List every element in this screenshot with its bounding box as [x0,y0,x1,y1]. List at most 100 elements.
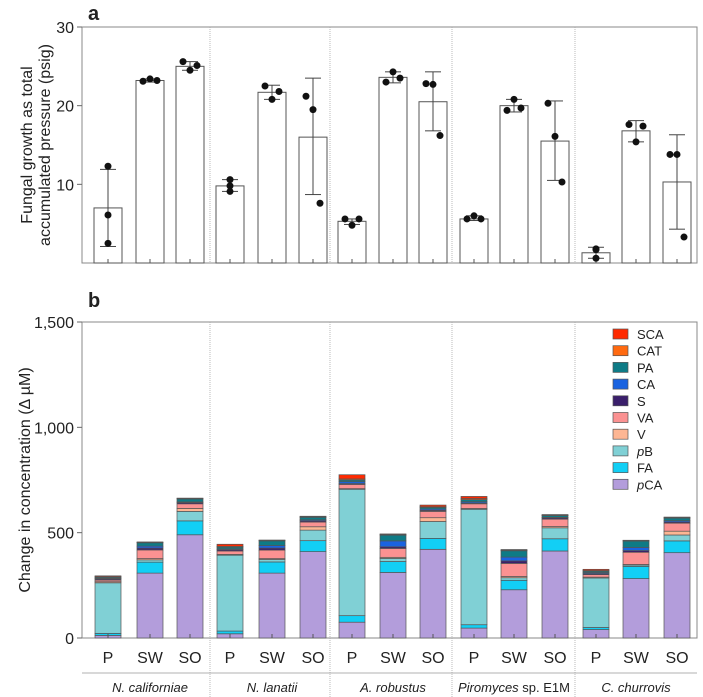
legend-label-S: S [637,394,646,409]
stacked-segment-SCA [541,514,569,516]
stacked-segment-PA [136,542,164,547]
stacked-segment-S [500,560,528,564]
stacked-segment-CA [379,540,407,548]
stacked-segment-PA [176,498,204,503]
data-point [470,212,478,220]
stacked-segment-pB [419,521,447,539]
legend-label-text: S [637,394,646,409]
data-point [153,76,161,84]
legend-swatch-PA [612,362,629,373]
legend-label-text: CA [637,377,655,392]
data-point [436,132,444,140]
data-point [104,211,112,219]
stacked-segment-PA [663,517,691,522]
data-point [355,215,363,223]
stacked-segment-VA [216,550,244,555]
group-label: C. churrovis [601,680,671,695]
y-tick-label: 0 [65,631,74,648]
legend-label-text: CA [644,477,662,492]
stacked-segment-pCA [663,552,691,639]
stacked-segment-PA [379,534,407,542]
data-point [429,80,437,88]
legend-swatch-S [612,395,629,407]
stacked-segment-VA [460,503,488,509]
stacked-segment-V [176,508,204,512]
group-label-italic: C. churrovis [601,680,671,695]
stacked-segment-VA [176,503,204,509]
data-point [477,215,485,223]
legend-label-SCA: SCA [637,327,664,342]
stacked-segment-pCA [500,589,528,639]
legend-label-text: B [644,444,653,459]
stacked-segment-FA [338,615,366,623]
stacked-segment-SCA [338,474,366,480]
data-point [592,254,600,262]
data-point [510,95,518,103]
group-label: Piromyces sp. E1M [458,680,570,695]
x-tick-label: P [591,650,602,667]
data-point [680,233,688,241]
stacked-segment-pB [258,559,286,563]
y-axis-label-a: Fungal growth as totalaccumulated pressu… [19,44,54,246]
stacked-segment-pB [663,534,691,542]
legend-label-text: V [637,427,646,442]
stacked-segment-pCA [419,548,447,639]
stacked-segment-VA [419,511,447,519]
stacked-segment-pB [379,558,407,562]
stacked-segment-FA [299,540,327,552]
data-point [551,132,559,140]
data-point [592,246,600,254]
stacked-segment-SCA [419,504,447,508]
y-tick-label: 30 [56,20,74,37]
data-point [341,215,349,223]
data-point [146,75,154,83]
legend-swatch-pB [612,445,629,457]
data-point [422,80,430,88]
stacked-segment-SCA [500,549,528,551]
stacked-segment-FA [663,540,691,554]
legend-label-V: V [637,427,646,442]
legend-label-VA: VA [637,411,654,426]
group-label: N. lanatii [247,680,299,695]
data-point [268,95,276,103]
x-tick-label: SW [501,650,528,667]
panel-label-a: a [88,3,100,25]
stacked-segment-PA [258,540,286,546]
legend-swatch-SCA [612,328,629,340]
group-label-italic: N. lanatii [247,680,299,695]
data-point [348,221,356,229]
legend-swatch-CA [612,378,629,390]
stacked-segment-FA [500,579,528,591]
legend-label-FA: FA [637,461,653,476]
data-point [558,178,566,186]
stacked-segment-SCA [379,533,407,535]
data-point [382,78,390,86]
x-tick-label: SW [137,650,164,667]
legend-swatch-FA [612,462,629,473]
stacked-segment-pCA [136,572,164,639]
stacked-segment-CA [500,556,528,562]
group-label-italic: A. robustus [359,680,426,695]
y-tick-label: 1,500 [34,315,74,332]
data-point [302,92,310,100]
stacked-segment-FA [216,630,244,635]
stacked-segment-VA [299,521,327,528]
stacked-segment-VA [500,563,528,577]
group-label-italic: N. californiae [112,680,188,695]
stacked-segment-PA [299,516,327,521]
stacked-segment-SCA [216,543,244,547]
stacked-segment-pB [299,529,327,542]
stacked-segment-FA [419,538,447,550]
stacked-segment-pB [94,582,122,634]
data-point [261,82,269,90]
bar [135,79,165,264]
stacked-segment-VA [582,574,610,578]
x-tick-label: P [103,650,114,667]
x-tick-label: SW [259,650,286,667]
data-point [396,74,404,82]
stacked-segment-SCA [460,496,488,499]
stacked-segment-pCA [299,551,327,639]
stacked-segment-VA [541,518,569,527]
